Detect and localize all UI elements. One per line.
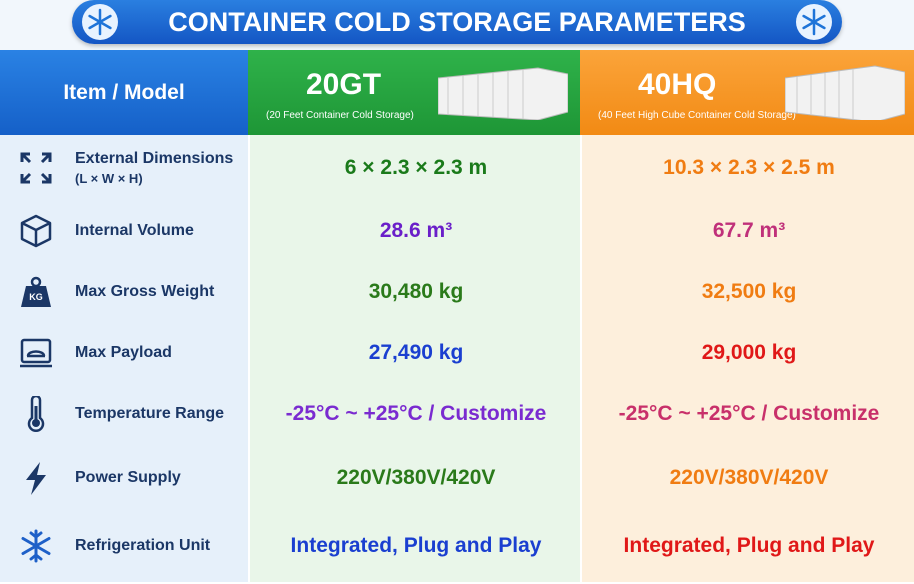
item-cell: Internal Volume <box>0 200 248 264</box>
header-text: Item / Model <box>63 80 185 104</box>
value-text: 220V/380V/420V <box>669 465 829 489</box>
table-row: Power Supply 220V/380V/420V 220V/380V/420V <box>0 445 914 512</box>
item-label: Max Payload <box>75 344 172 362</box>
snowflake-badge <box>796 4 832 40</box>
table-row: Max Payload 27,490 kg 29,000 kg <box>0 322 914 385</box>
label-text: External Dimensions <box>75 149 234 167</box>
row-icon <box>21 529 51 563</box>
label-text: Internal Volume <box>75 222 194 239</box>
item-label: Power Supply <box>75 469 181 487</box>
row-icon <box>20 338 52 367</box>
value-text: 6 × 2.3 × 2.3 m <box>344 155 488 179</box>
item-cell: Power Supply <box>0 445 248 512</box>
value-text: Integrated, Plug and Play <box>290 534 542 557</box>
label-text: Max Gross Weight <box>75 283 215 300</box>
value-cell: 6 × 2.3 × 2.3 m <box>248 135 582 202</box>
header-40hq: 40HQ (40 Feet High Cube Container Cold S… <box>580 50 914 135</box>
header-20gt: 20GT (20 Feet Container Cold Storage) <box>248 50 580 135</box>
value-text: -25°C ~ +25°C / Customize <box>618 402 880 425</box>
container-image <box>438 67 568 120</box>
value-text: 32,500 kg <box>701 280 797 303</box>
value-text: 28.6 m³ <box>379 219 453 242</box>
value-text: -25°C ~ +25°C / Customize <box>285 402 547 425</box>
value-text: 67.7 m³ <box>712 219 786 242</box>
value-cell: 30,480 kg <box>248 262 582 324</box>
value-cell: Integrated, Plug and Play <box>580 510 914 584</box>
item-label: Temperature Range <box>75 405 224 423</box>
item-cell: Temperature Range <box>0 383 248 447</box>
table-row: Refrigeration Unit Integrated, Plug and P… <box>0 510 914 584</box>
label-text: Max Payload <box>75 343 172 361</box>
row-icon <box>27 396 45 432</box>
value-cell: 220V/380V/420V <box>248 445 582 512</box>
item-label: Refrigeration Unit <box>75 537 210 555</box>
value-text: Integrated, Plug and Play <box>623 534 875 557</box>
item-cell: External Dimensions (L × W × H) <box>0 135 248 202</box>
model-name: 20GT <box>306 68 382 101</box>
value-text: 30,480 kg <box>368 280 464 303</box>
table-row: Temperature Range -25°C ~ +25°C / Customi… <box>0 383 914 447</box>
title-banner: CONTAINER COLD STORAGE PARAMETERS <box>72 0 842 44</box>
table-row: Internal Volume 28.6 m³ 67.7 m³ <box>0 200 914 264</box>
value-cell: Integrated, Plug and Play <box>248 510 582 584</box>
container-image <box>785 65 905 120</box>
value-cell: -25°C ~ +25°C / Customize <box>248 383 582 447</box>
label-text: Refrigeration Unit <box>75 537 211 554</box>
label-text: Power Supply <box>75 468 181 486</box>
value-cell: 28.6 m³ <box>248 200 582 264</box>
model-name: 40HQ <box>638 68 717 101</box>
value-text: 29,000 kg <box>701 340 797 364</box>
label-text: Temperature Range <box>75 405 225 422</box>
value-cell: 27,490 kg <box>248 322 582 385</box>
row-icon <box>20 214 52 248</box>
model-subtitle: (20 Feet Container Cold Storage) <box>266 110 414 121</box>
row-icon: KG <box>21 276 51 307</box>
value-cell: 220V/380V/420V <box>580 445 914 512</box>
snowflake-badge <box>82 4 118 40</box>
title: CONTAINER COLD STORAGE PARAMETERS <box>168 6 746 37</box>
table-row: External Dimensions (L × W × H) 6 × 2.3 × … <box>0 135 914 202</box>
label-sub: (L × W × H) <box>75 170 143 186</box>
value-cell: 29,000 kg <box>580 322 914 385</box>
item-cell: Refrigeration Unit <box>0 510 248 584</box>
value-cell: -25°C ~ +25°C / Customize <box>580 383 914 447</box>
item-label: Internal Volume <box>75 222 194 240</box>
value-text: 27,490 kg <box>368 340 464 364</box>
item-label: External Dimensions (L × W × H) <box>75 150 233 186</box>
model-subtitle: (40 Feet High Cube Container Cold Storag… <box>598 110 796 121</box>
item-label: Max Gross Weight <box>75 283 214 301</box>
value-text: 220V/380V/420V <box>336 465 496 489</box>
svg-text:KG: KG <box>29 292 43 302</box>
value-cell: 10.3 × 2.3 × 2.5 m <box>580 135 914 202</box>
value-text: 10.3 × 2.3 × 2.5 m <box>663 155 835 179</box>
table-row: KG Max Gross Weight 30,480 kg 32,500 kg <box>0 262 914 324</box>
row-icon <box>26 461 46 495</box>
header-item: Item / Model <box>0 50 248 135</box>
snowflake-icon <box>802 8 826 36</box>
value-cell: 67.7 m³ <box>580 200 914 264</box>
item-cell: Max Payload <box>0 322 248 385</box>
snowflake-icon <box>88 8 112 36</box>
item-cell: KG Max Gross Weight <box>0 262 248 324</box>
value-cell: 32,500 kg <box>580 262 914 324</box>
row-icon <box>20 152 52 183</box>
